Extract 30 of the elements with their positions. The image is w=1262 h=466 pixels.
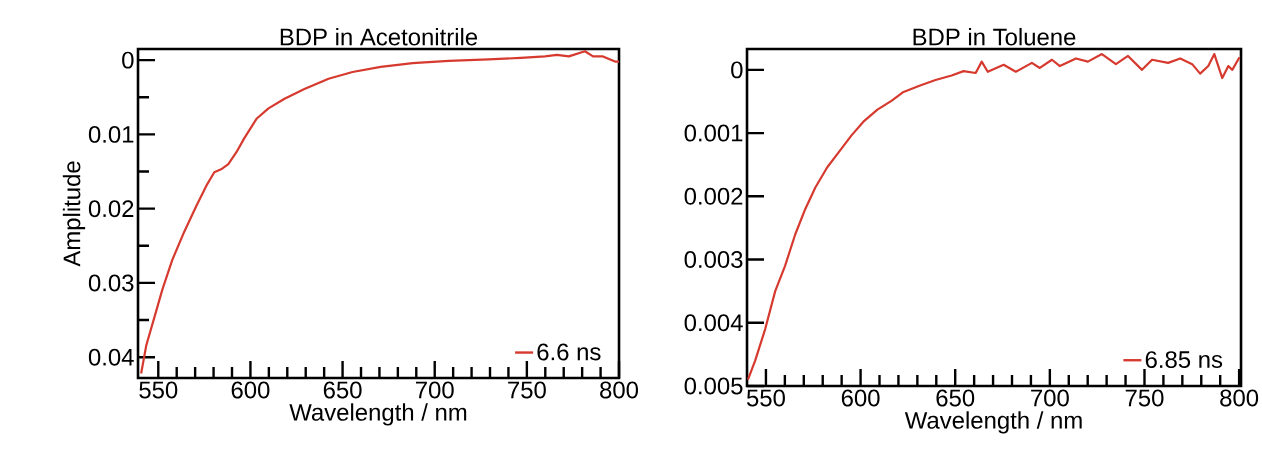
- legend-label: 6.85 ns: [1145, 351, 1223, 369]
- y-tick-label: 0.01: [88, 125, 134, 143]
- x-tick-label: 800: [1220, 389, 1259, 407]
- chart-title: BDP in Acetonitrile: [280, 27, 478, 46]
- y-axis-title: Amplitude: [62, 161, 86, 267]
- x-tick-label: 700: [1031, 389, 1069, 407]
- y-tick-label: 0.001: [684, 124, 743, 142]
- y-tick-label: 0: [731, 61, 743, 79]
- x-axis-title: Wavelength / nm: [289, 403, 467, 426]
- y-tick-label: 0: [122, 51, 134, 69]
- y-tick-label: 0.003: [684, 251, 743, 268]
- x-tick-label: 550: [746, 389, 785, 407]
- legend-label: 6.6 ns: [537, 343, 601, 361]
- chart-title: BDP in Toluene: [913, 27, 1076, 46]
- x-tick-label: 650: [936, 389, 975, 407]
- y-tick-label: 0.002: [684, 187, 743, 205]
- y-tick-label: 0.005: [684, 377, 743, 395]
- x-tick-label: 750: [508, 381, 546, 399]
- y-tick-label: 0.004: [684, 314, 743, 332]
- x-tick-label: 700: [415, 381, 454, 399]
- x-tick-label: 600: [231, 381, 270, 399]
- y-tick-label: 0.04: [88, 348, 134, 366]
- x-tick-label: 550: [139, 381, 178, 399]
- x-axis-title: Wavelength / nm: [904, 411, 1082, 434]
- x-tick-label: 600: [841, 389, 880, 407]
- x-tick-label: 800: [600, 381, 639, 399]
- x-tick-label: 650: [323, 381, 362, 399]
- y-tick-label: 0.02: [88, 200, 134, 218]
- y-tick-label: 0.03: [88, 274, 134, 292]
- x-tick-label: 750: [1125, 389, 1164, 407]
